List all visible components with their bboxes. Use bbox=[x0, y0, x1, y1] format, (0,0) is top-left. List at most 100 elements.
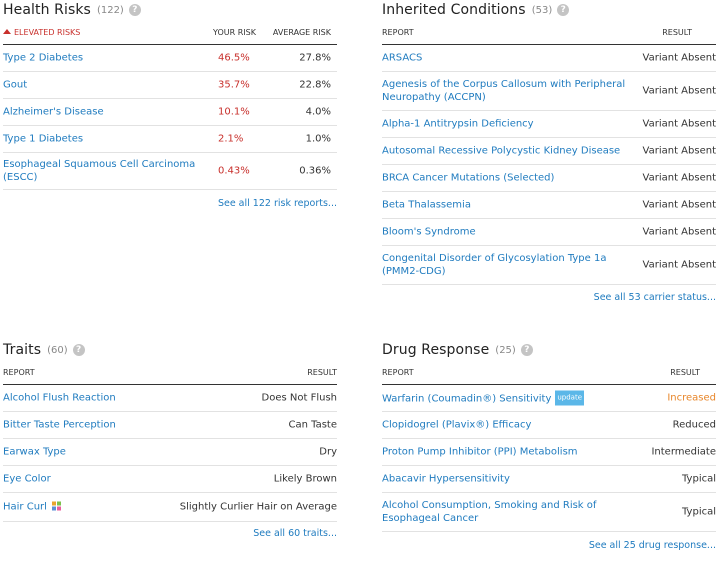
average-risk-value: 0.36% bbox=[299, 165, 331, 177]
your-risk-value: 0.43% bbox=[218, 165, 250, 177]
result-value: Variant Absent bbox=[642, 85, 716, 97]
question-circle-icon[interactable]: ? bbox=[557, 4, 570, 16]
report-label: Hair Curl bbox=[3, 501, 47, 513]
average-risk-value: 1.0% bbox=[305, 133, 331, 145]
table-row[interactable]: Bitter Taste Perception Can Taste bbox=[3, 412, 337, 439]
result-value: Variant Absent bbox=[642, 52, 716, 64]
panel-title: Traits bbox=[3, 342, 42, 358]
report-link[interactable]: Warfarin (Coumadin®) Sensitivity update bbox=[382, 390, 585, 406]
your-risk-value: 46.5% bbox=[218, 52, 250, 64]
report-link[interactable]: Clopidogrel (Plavix®) Efficacy bbox=[382, 419, 532, 431]
see-all-drug-response-link[interactable]: See all 25 drug response... bbox=[588, 540, 716, 551]
report-link[interactable]: Beta Thalassemia bbox=[382, 199, 471, 211]
table-row[interactable]: Autosomal Recessive Polycystic Kidney Di… bbox=[382, 138, 716, 165]
result-value: Reduced bbox=[672, 419, 716, 431]
table-row[interactable]: Alcohol Consumption, Smoking and Risk of… bbox=[382, 493, 716, 532]
report-link[interactable]: Congenital Disorder of Glycosylation Typ… bbox=[382, 253, 607, 277]
see-all-risk-reports-link[interactable]: See all 122 risk reports... bbox=[217, 198, 337, 209]
report-link[interactable]: Agenesis of the Corpus Callosum with Per… bbox=[382, 79, 626, 103]
result-value: Dry bbox=[319, 446, 337, 458]
report-link[interactable]: Alpha-1 Antitrypsin Deficiency bbox=[382, 118, 534, 130]
result-column-header: RESULT bbox=[670, 368, 700, 377]
report-link[interactable]: Gout bbox=[3, 79, 28, 91]
report-link[interactable]: Proton Pump Inhibitor (PPI) Metabolism bbox=[382, 446, 578, 458]
table-row[interactable]: Beta Thalassemia Variant Absent bbox=[382, 192, 716, 219]
table-header: ELEVATED RISKS YOUR RISK AVERAGE RISK bbox=[3, 24, 337, 45]
table-row[interactable]: Bloom's Syndrome Variant Absent bbox=[382, 219, 716, 246]
report-link[interactable]: Alzheimer's Disease bbox=[3, 106, 104, 118]
table-row[interactable]: Abacavir Hypersensitivity Typical bbox=[382, 466, 716, 493]
report-link[interactable]: Alcohol Consumption, Smoking and Risk of… bbox=[382, 500, 597, 524]
panel-count: (25) bbox=[495, 344, 516, 356]
report-column-header: REPORT bbox=[3, 368, 35, 377]
table-row[interactable]: Esophageal Squamous Cell Carcinoma (ESCC… bbox=[3, 153, 337, 190]
report-link[interactable]: Type 2 Diabetes bbox=[3, 52, 84, 64]
table-row[interactable]: Proton Pump Inhibitor (PPI) Metabolism I… bbox=[382, 439, 716, 466]
elevated-risks-header: ELEVATED RISKS bbox=[3, 28, 80, 37]
table-row[interactable]: Gout 35.7% 22.8% bbox=[3, 72, 337, 99]
panel-count: (53) bbox=[531, 4, 553, 16]
your-risk-value: 35.7% bbox=[218, 79, 250, 91]
traits-panel: Traits (60) ? REPORT RESULT Alcohol Flus… bbox=[3, 340, 337, 539]
table-row[interactable]: Hair Curl Slightly Curlier Hair on Avera… bbox=[3, 493, 337, 522]
table-row[interactable]: Eye Color Likely Brown bbox=[3, 466, 337, 493]
result-value: Intermediate bbox=[651, 446, 716, 458]
report-link[interactable]: Alcohol Flush Reaction bbox=[3, 392, 116, 404]
average-risk-value: 4.0% bbox=[305, 106, 331, 118]
result-value: Slightly Curlier Hair on Average bbox=[179, 501, 337, 513]
panel-title: Inherited Conditions bbox=[382, 2, 526, 18]
table-row[interactable]: Alcohol Flush Reaction Does Not Flush bbox=[3, 385, 337, 412]
average-risk-header: AVERAGE RISK bbox=[272, 28, 331, 37]
traits-header: Traits (60) ? bbox=[3, 340, 337, 360]
table-header: REPORT RESULT bbox=[382, 364, 716, 385]
report-link[interactable]: Bitter Taste Perception bbox=[3, 419, 116, 431]
result-value: Typical bbox=[682, 473, 716, 485]
report-label: Warfarin (Coumadin®) Sensitivity bbox=[382, 393, 552, 405]
result-column-header: RESULT bbox=[307, 368, 337, 377]
drug-response-panel: Drug Response (25) ? REPORT RESULT Warfa… bbox=[382, 340, 716, 551]
result-value: Variant Absent bbox=[642, 226, 716, 238]
table-row[interactable]: Alpha-1 Antitrypsin Deficiency Variant A… bbox=[382, 111, 716, 138]
table-row[interactable]: Earwax Type Dry bbox=[3, 439, 337, 466]
report-link[interactable]: Earwax Type bbox=[3, 446, 66, 458]
your-risk-value: 10.1% bbox=[218, 106, 250, 118]
report-column-header: REPORT bbox=[382, 28, 414, 37]
arrow-up-icon bbox=[3, 29, 11, 34]
see-all-carrier-status-link[interactable]: See all 53 carrier status... bbox=[593, 292, 716, 303]
table-row[interactable]: Type 1 Diabetes 2.1% 1.0% bbox=[3, 126, 337, 153]
result-value: Variant Absent bbox=[642, 172, 716, 184]
report-link[interactable]: ARSACS bbox=[382, 52, 423, 64]
panel-count: (122) bbox=[96, 4, 124, 16]
result-value: Variant Absent bbox=[642, 259, 716, 271]
table-row[interactable]: Agenesis of the Corpus Callosum with Per… bbox=[382, 72, 716, 111]
panel-title: Health Risks bbox=[3, 2, 91, 18]
see-all-traits-link[interactable]: See all 60 traits... bbox=[253, 528, 337, 539]
table-row[interactable]: Congenital Disorder of Glycosylation Typ… bbox=[382, 246, 716, 285]
report-link[interactable]: Eye Color bbox=[3, 473, 51, 485]
question-circle-icon[interactable]: ? bbox=[520, 344, 533, 356]
report-link[interactable]: Abacavir Hypersensitivity bbox=[382, 473, 510, 485]
report-link[interactable]: Bloom's Syndrome bbox=[382, 226, 476, 238]
table-row[interactable]: Alzheimer's Disease 10.1% 4.0% bbox=[3, 99, 337, 126]
result-value: Variant Absent bbox=[642, 145, 716, 157]
report-link[interactable]: Autosomal Recessive Polycystic Kidney Di… bbox=[382, 145, 621, 157]
result-value: Variant Absent bbox=[642, 199, 716, 211]
table-row[interactable]: Clopidogrel (Plavix®) Efficacy Reduced bbox=[382, 412, 716, 439]
report-link[interactable]: BRCA Cancer Mutations (Selected) bbox=[382, 172, 555, 184]
health-risks-panel: Health Risks (122) ? ELEVATED RISKS YOUR… bbox=[3, 0, 337, 209]
report-link[interactable]: Esophageal Squamous Cell Carcinoma (ESCC… bbox=[3, 159, 196, 183]
table-header: REPORT RESULT bbox=[3, 364, 337, 385]
panel-count: (60) bbox=[47, 344, 68, 356]
table-row[interactable]: Warfarin (Coumadin®) Sensitivity update I… bbox=[382, 385, 716, 412]
question-circle-icon[interactable]: ? bbox=[72, 344, 85, 356]
table-row[interactable]: ARSACS Variant Absent bbox=[382, 45, 716, 72]
health-risks-header: Health Risks (122) ? bbox=[3, 0, 337, 20]
report-link[interactable]: Hair Curl bbox=[3, 501, 61, 514]
table-header: REPORT RESULT bbox=[382, 24, 716, 45]
report-link[interactable]: Type 1 Diabetes bbox=[3, 133, 84, 145]
table-row[interactable]: Type 2 Diabetes 46.5% 27.8% bbox=[3, 45, 337, 72]
table-row[interactable]: BRCA Cancer Mutations (Selected) Variant… bbox=[382, 165, 716, 192]
average-risk-value: 22.8% bbox=[299, 79, 331, 91]
question-circle-icon[interactable]: ? bbox=[128, 4, 141, 16]
your-risk-header: YOUR RISK bbox=[213, 28, 256, 37]
